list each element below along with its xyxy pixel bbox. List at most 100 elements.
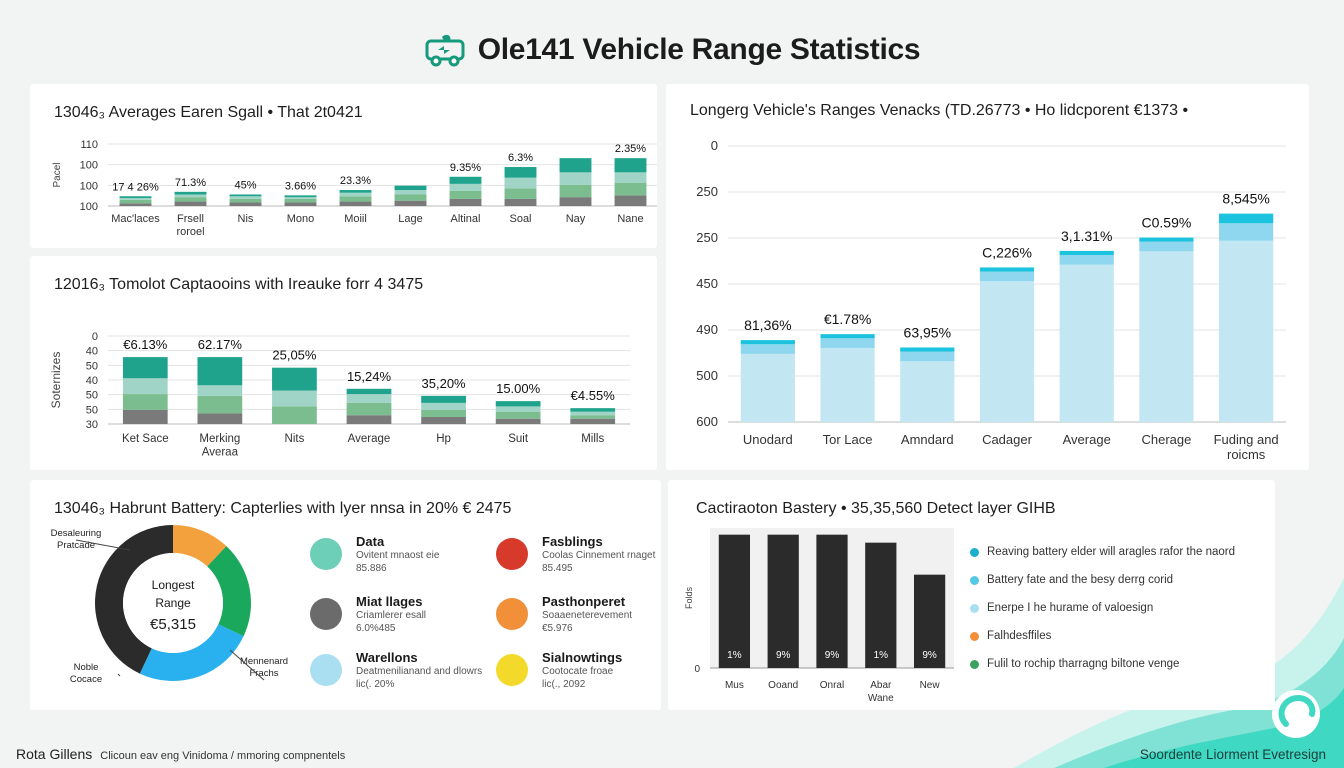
legend-title: Fasblings [542,534,603,549]
bar-segment [820,334,875,339]
panel-ranges-title: Longerg Vehicle's Ranges Venacks (TD.267… [690,102,1189,119]
bar-data-label: 3.66% [285,180,316,192]
bar-segment [394,185,427,191]
bar-segment [394,194,427,201]
chart-ranges: 0 250 250 450 490 500 600 81,36% Unodard €1.78% To… [696,138,1286,462]
y-tick-label: 30 [86,419,98,431]
legend-text: Reaving battery elder will aragles rafor… [987,546,1236,558]
bar-data-label: C,226% [982,244,1032,260]
battery-legend-item: Falhdesffiles [970,630,1051,642]
bar-segment [900,351,955,362]
legend-sub2: €5.976 [542,623,573,634]
x-category-label: Tor Lace [823,432,873,447]
legend-title: Pasthonperet [542,594,626,609]
bar-segment [504,198,537,206]
bar-segment [197,413,243,424]
bar-segment [559,197,592,206]
chart-captaooins: 0 40 50 40 50 50 30 Soternizes €6.13% Ket Sace 62.… [49,331,630,459]
bar-segment [122,409,168,424]
legend-title: Sialnowtings [542,650,623,665]
bar-segment [197,395,243,414]
x-category-label: Frsell [177,213,204,225]
bar-segment [900,361,955,422]
legend-sub2: lic(. 20% [356,679,395,690]
bar-data-label: 62.17% [198,337,243,352]
x-category-label: roroel [176,226,204,238]
bar-segment [284,197,317,199]
legend-text: Pasthonperet Soaaeneterevement €5.976 [542,594,632,635]
bar-segment [740,340,795,345]
donut-center-text: Longest [152,578,195,592]
bar-data-label: €1.78% [824,311,871,327]
bar-data-label: €6.13% [123,337,168,352]
x-category-label: Hp [436,433,451,445]
footer-brand: Rota Gillens [16,746,93,762]
bar-segment [1059,250,1114,256]
x-category-label: Moiil [344,213,367,225]
bar-segment [1059,255,1114,265]
battery-bar [865,542,897,668]
battery-bar [767,534,799,668]
pie-legend-item: Fasblings Coolas Cinnement rnaget 85.495 [496,534,655,575]
bar-segment [119,203,152,206]
panel-ranges: Longerg Vehicle's Ranges Venacks (TD.267… [666,84,1309,470]
y-tick-label: 40 [86,375,98,387]
legend-sub2: lic(., 2092 [542,679,586,690]
bar-segment [1219,240,1274,422]
donut-callout-label: Frachs [249,668,278,679]
panel-battery-pie-title: 13046₃ Habrunt Battery: Capterlies with … [54,500,512,517]
bar-segment [900,347,955,352]
pie-legend-item: Data Ovitent mnaost eie 85.886 [310,534,439,575]
bar-segment [174,201,207,206]
bar-data-label: 15,24% [347,369,392,384]
bar-segment [495,411,541,419]
donut-callout-label: Desaleuring [51,528,102,539]
bar-segment [339,196,372,202]
bar-data-label: 9% [825,650,840,661]
bar-segment [614,195,647,206]
panel-battery-pie: 13046₃ Habrunt Battery: Capterlies with … [30,480,661,710]
bar-data-label: €4.55% [571,388,616,403]
legend-sub2: 85.495 [542,563,573,574]
x-category-label: Mono [287,213,315,225]
bar-segment [284,195,317,198]
bar-segment [614,182,647,196]
bar-segment [421,402,466,410]
bar-segment [394,190,427,195]
pie-legend-item: Pasthonperet Soaaeneterevement €5.976 [496,594,632,635]
bar-segment [820,347,875,422]
x-category-label: Cadager [982,432,1033,447]
bar-segment [421,416,466,424]
bar-data-label: 1% [727,650,742,661]
legend-bullet [970,631,979,641]
footer-left: Rota Gillens Clicoun eav eng Vinidoma / … [16,746,345,762]
bar-segment [122,394,168,410]
panel-battery-bars-title: Cactiraoton Bastery • 35,35,560 Detect l… [696,500,1056,517]
legend-sub1: Ovitent mnaost eie [356,550,440,561]
battery-legend-item: Reaving battery elder will aragles rafor… [970,546,1235,558]
bar-segment [449,198,482,206]
bar-segment [740,344,795,354]
y-tick-label: 100 [80,201,98,213]
bar-segment [197,385,243,396]
bar-data-label: C0.59% [1142,215,1192,231]
bar-segment [122,378,168,395]
bar-segment [504,188,537,199]
x-category-label: Mus [725,680,744,691]
y-tick-label: 40 [86,346,98,358]
bar-data-label: 63,95% [904,324,951,340]
x-category-label: Mills [581,433,604,445]
bar-segment [346,402,392,416]
bar-data-label: 6.3% [508,152,533,164]
x-category-label: Onral [820,680,844,691]
bar-data-label: 23.3% [340,175,371,187]
legend-swatch [310,598,342,630]
y-axis-label: Folds [684,587,694,610]
bar-segment [174,194,207,198]
y-tick-label: 110 [80,139,98,151]
legend-text: Data Ovitent mnaost eie 85.886 [356,534,439,575]
donut-callout-label: Noble [74,662,99,673]
x-category-label: Average [1063,432,1111,447]
bar-segment [559,172,592,185]
